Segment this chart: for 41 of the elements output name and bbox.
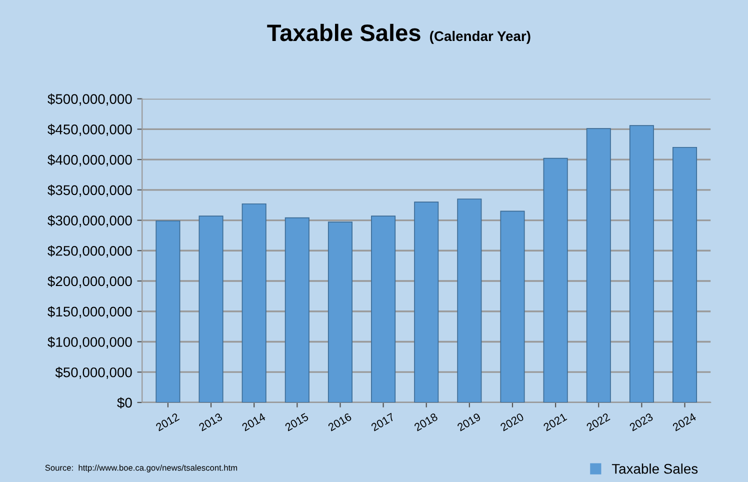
bar (156, 220, 180, 402)
bar (371, 216, 396, 402)
y-tick-label: $300,000,000 (48, 215, 132, 228)
bar (500, 210, 525, 402)
y-tick-label: $200,000,000 (48, 276, 132, 288)
chart-subtitle: (Calendar Year) (430, 30, 530, 44)
bar (543, 158, 568, 402)
bar (672, 146, 698, 402)
x-tick-label: 2012 (155, 412, 180, 432)
y-tick-label: $0 (117, 397, 132, 408)
x-tick-label: 2013 (198, 412, 223, 432)
bar (328, 222, 352, 402)
x-tick-label: 2023 (629, 412, 654, 432)
legend-label: Taxable Sales (612, 464, 698, 474)
bar (629, 125, 654, 402)
bar (457, 198, 482, 402)
bar (284, 217, 310, 402)
bar (198, 216, 224, 402)
chart-title: Taxable Sales (267, 24, 420, 42)
y-tick-label: $100,000,000 (48, 336, 132, 349)
y-tick-label: $500,000,000 (48, 94, 132, 106)
y-tick-label: $350,000,000 (48, 184, 132, 197)
y-tick-label: $150,000,000 (48, 306, 132, 318)
x-tick-label: 2020 (500, 412, 524, 432)
y-tick-label: $50,000,000 (55, 366, 132, 379)
x-tick-label: 2015 (284, 412, 309, 432)
x-tick-label: 2016 (328, 412, 352, 432)
y-tick-label: $400,000,000 (48, 154, 132, 166)
bar (414, 202, 439, 402)
x-tick-label: 2024 (672, 412, 697, 432)
y-tick-label: $450,000,000 (48, 124, 132, 136)
x-tick-label: 2017 (370, 412, 396, 432)
x-tick-label: 2021 (542, 412, 568, 432)
y-tick-label: $250,000,000 (48, 245, 132, 258)
bar (242, 203, 266, 402)
x-tick-label: 2014 (241, 412, 266, 432)
bar (586, 128, 611, 402)
x-tick-label: 2019 (456, 412, 482, 432)
x-tick-label: 2022 (586, 412, 610, 432)
x-tick-label: 2018 (414, 412, 438, 432)
source-note: Source: http://www.boe.ca.gov/news/tsalescont.htm (45, 464, 238, 472)
